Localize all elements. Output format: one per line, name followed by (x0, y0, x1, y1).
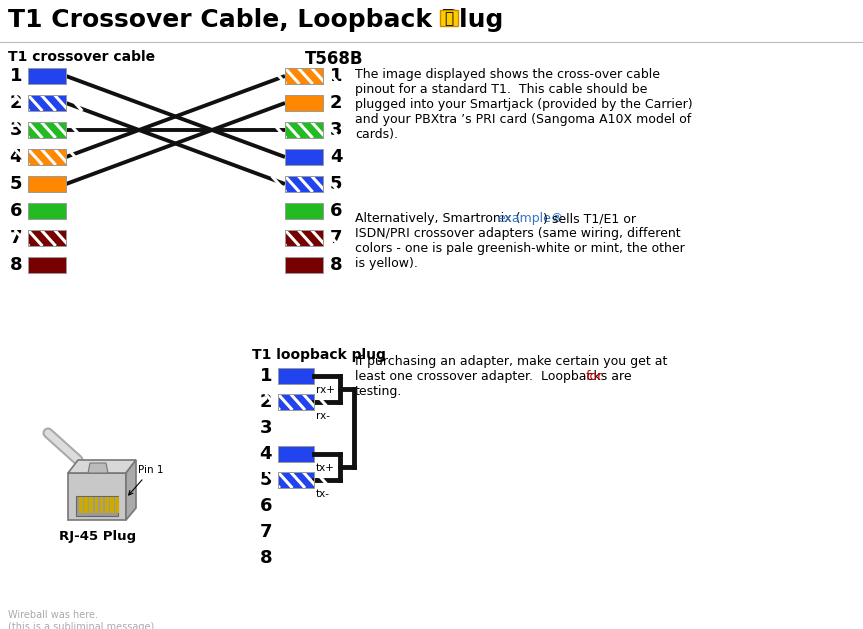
Text: 4: 4 (9, 148, 22, 166)
Text: 5: 5 (260, 471, 272, 489)
Polygon shape (68, 473, 126, 520)
Text: cards).: cards). (355, 128, 398, 141)
Bar (278, 446, 314, 462)
Text: example®: example® (497, 212, 564, 225)
Text: 7: 7 (260, 523, 272, 541)
Bar (28, 230, 66, 246)
Bar (90, 497, 93, 513)
Bar (278, 394, 314, 410)
Text: 8: 8 (260, 549, 272, 567)
Text: If purchasing an adapter, make certain you get at: If purchasing an adapter, make certain y… (355, 355, 667, 368)
Bar (76, 496, 118, 516)
Bar (79, 497, 83, 513)
Text: Wireball was here.: Wireball was here. (8, 610, 98, 620)
Bar (278, 472, 314, 488)
Text: 2: 2 (9, 94, 22, 112)
Text: 1: 1 (330, 67, 343, 85)
Text: rx-: rx- (316, 411, 330, 421)
Bar (278, 472, 314, 488)
Bar (28, 257, 66, 273)
Bar (285, 203, 323, 219)
Text: 7: 7 (330, 229, 343, 247)
Text: 4: 4 (330, 148, 343, 166)
Text: pinout for a standard T1.  This cable should be: pinout for a standard T1. This cable sho… (355, 83, 647, 96)
Text: 3: 3 (260, 419, 272, 437)
Bar (285, 68, 323, 84)
Text: testing.: testing. (355, 385, 402, 398)
Text: colors - one is pale greenish-white or mint, the other: colors - one is pale greenish-white or m… (355, 242, 684, 255)
Text: 3: 3 (330, 121, 343, 139)
Text: 2: 2 (260, 393, 272, 411)
Text: Pin 1: Pin 1 (129, 465, 163, 495)
Bar (278, 394, 314, 410)
Text: 6: 6 (9, 202, 22, 220)
Bar (28, 68, 66, 84)
Text: The image displayed shows the cross-over cable: The image displayed shows the cross-over… (355, 68, 660, 81)
Text: and your PBXtra ’s PRI card (Sangoma A10X model of: and your PBXtra ’s PRI card (Sangoma A10… (355, 113, 691, 126)
Text: 6: 6 (330, 202, 343, 220)
Bar (28, 230, 66, 246)
Polygon shape (88, 463, 108, 473)
Bar (285, 122, 323, 138)
Bar (285, 176, 323, 192)
Text: least one crossover adapter.  Loopbacks are: least one crossover adapter. Loopbacks a… (355, 370, 636, 383)
Text: 1: 1 (260, 367, 272, 385)
Text: (this is a subliminal message): (this is a subliminal message) (8, 622, 154, 629)
Bar (28, 149, 66, 165)
Bar (285, 257, 323, 273)
Text: 5: 5 (330, 175, 343, 193)
Text: 5: 5 (9, 175, 22, 193)
Text: 6: 6 (260, 497, 272, 515)
Text: 3: 3 (9, 121, 22, 139)
Text: 1: 1 (9, 67, 22, 85)
Polygon shape (126, 460, 136, 520)
Bar (28, 95, 66, 111)
Text: 🔒: 🔒 (444, 11, 454, 26)
Bar (285, 122, 323, 138)
Text: 7: 7 (9, 229, 22, 247)
Text: T568B: T568B (305, 50, 363, 68)
Text: ISDN/PRI crossover adapters (same wiring, different: ISDN/PRI crossover adapters (same wiring… (355, 227, 681, 240)
Text: RJ-45 Plug: RJ-45 Plug (60, 530, 136, 543)
Bar (285, 149, 323, 165)
Bar (28, 203, 66, 219)
Bar (440, 10, 458, 26)
Bar (285, 95, 323, 111)
Text: for: for (586, 370, 603, 383)
Text: T1 crossover cable: T1 crossover cable (8, 50, 155, 64)
Bar (85, 497, 88, 513)
Bar (110, 497, 114, 513)
Bar (285, 176, 323, 192)
Bar (285, 68, 323, 84)
Text: rx+: rx+ (316, 385, 335, 395)
Bar (105, 497, 109, 513)
Bar (100, 497, 104, 513)
Bar (278, 368, 314, 384)
Bar (28, 95, 66, 111)
Bar (285, 230, 323, 246)
Bar (28, 122, 66, 138)
Text: Alternatively, Smartronix (: Alternatively, Smartronix ( (355, 212, 520, 225)
Bar (285, 230, 323, 246)
Text: 8: 8 (9, 256, 22, 274)
Bar (28, 122, 66, 138)
Text: T1 loopback plug: T1 loopback plug (252, 348, 386, 362)
Text: is yellow).: is yellow). (355, 257, 418, 270)
Text: T1 Crossover Cable, Loopback Plug: T1 Crossover Cable, Loopback Plug (8, 8, 503, 32)
Text: plugged into your Smartjack (provided by the Carrier): plugged into your Smartjack (provided by… (355, 98, 693, 111)
Text: 8: 8 (330, 256, 343, 274)
Bar (95, 497, 98, 513)
Bar (28, 176, 66, 192)
Text: 4: 4 (260, 445, 272, 463)
Text: tx+: tx+ (316, 463, 335, 473)
Text: tx-: tx- (316, 489, 330, 499)
Text: 2: 2 (330, 94, 343, 112)
Polygon shape (68, 460, 136, 473)
Bar (28, 149, 66, 165)
Text: ) sells T1/E1 or: ) sells T1/E1 or (539, 212, 636, 225)
Bar (116, 497, 119, 513)
